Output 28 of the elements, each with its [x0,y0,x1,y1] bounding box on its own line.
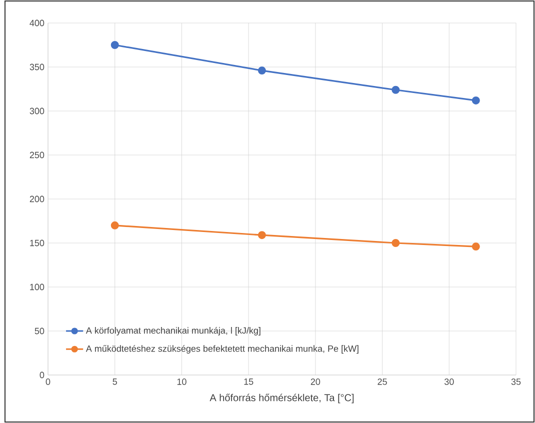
point [392,86,400,94]
y-tick-label: 150 [30,240,44,246]
point [472,96,480,104]
y-tick-label: 250 [30,152,44,158]
x-tick-label: 0 [46,378,50,385]
point [258,66,266,75]
x-tick-label: 10 [177,378,186,385]
y-tick-label: 50 [34,328,44,334]
x-axis-title: A hőforrás hőmérséklete, Ta [°C] [210,394,354,404]
x-tick-label: 15 [244,378,254,385]
y-tick-label: 200 [30,196,44,202]
point [110,221,119,230]
x-tick-label: 30 [444,378,454,385]
y-tick-label: 0 [40,372,44,378]
x-tick-label: 25 [378,378,387,385]
y-tick-label: 100 [30,284,44,290]
legend-label: A körfolyamat mechanikai munkája, l [kJ/kg] [86,326,260,336]
y-tick-label: 400 [30,20,44,26]
point [110,41,119,49]
y-tick-label: 350 [30,64,44,70]
point [392,239,400,247]
x-tick-label: 35 [511,378,521,385]
point [258,231,266,240]
point [472,242,480,251]
legend-label: A működtetéshez szükséges befektetett mechanikai munka, Pe [kW] [86,345,358,354]
x-tick-label: 20 [310,378,320,385]
y-tick-label: 300 [30,108,44,114]
x-tick-label: 5 [112,378,117,385]
